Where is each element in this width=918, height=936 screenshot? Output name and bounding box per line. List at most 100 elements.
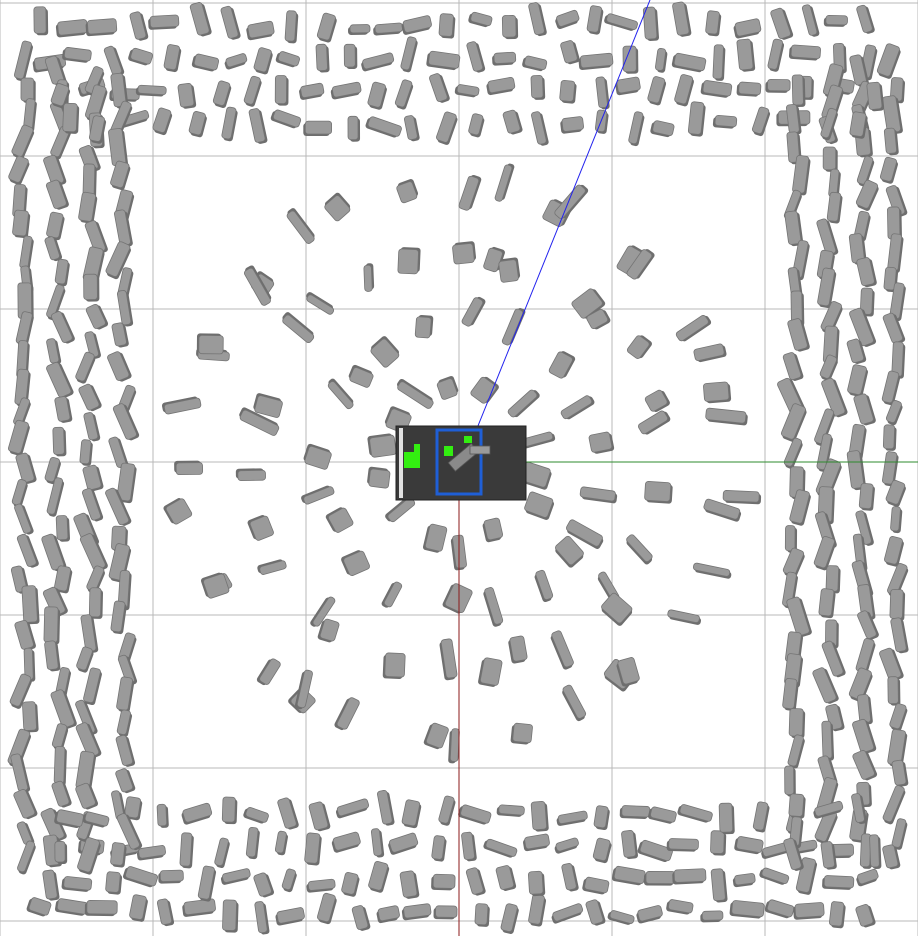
outer-box-right (812, 667, 839, 704)
scattered-box (524, 491, 555, 520)
scattered-box (382, 652, 406, 679)
box-top (54, 258, 69, 285)
box-top (483, 517, 504, 541)
box-top (438, 795, 455, 824)
box-top (788, 793, 805, 817)
box-top (501, 308, 524, 346)
box-top (254, 901, 268, 934)
outer-box-bottom (648, 806, 677, 824)
box-top (882, 785, 905, 823)
outer-box-left (14, 40, 33, 82)
box-top (693, 343, 725, 361)
scattered-box (442, 583, 473, 614)
outer-box-left (115, 734, 136, 767)
scattered-box (626, 335, 652, 359)
outer-box-right (859, 287, 875, 317)
box-top (259, 658, 281, 685)
box-top (530, 801, 547, 831)
box-top (791, 74, 804, 106)
box-top (825, 565, 840, 592)
outer-box-top (712, 44, 726, 81)
box-top (885, 400, 902, 423)
outer-box-bottom (700, 910, 724, 923)
box-top (85, 303, 106, 329)
outer-box-bottom (851, 793, 867, 825)
box-top (80, 614, 97, 652)
outer-box-bottom (243, 807, 269, 824)
box-top (11, 479, 27, 506)
box-top (855, 510, 872, 545)
box-top (848, 667, 872, 700)
box-top (586, 308, 609, 329)
box-top (399, 870, 418, 898)
outer-box-top (801, 4, 820, 37)
box-top (853, 393, 874, 425)
outer-box-top (284, 10, 299, 44)
outer-box-right (791, 74, 806, 108)
box-top (595, 76, 608, 109)
box-top (304, 445, 332, 470)
box-top (588, 431, 613, 453)
scattered-box (675, 314, 712, 342)
outer-box-top (687, 101, 706, 137)
outer-box-left (46, 361, 74, 399)
outer-box-bottom (254, 901, 270, 935)
box-top (368, 468, 391, 489)
box-top (673, 868, 707, 883)
box-top (555, 837, 579, 852)
box-top (397, 381, 434, 409)
robot-base[interactable] (395, 425, 527, 501)
scattered-box (334, 697, 360, 731)
outer-box-top (163, 44, 182, 73)
box-top (14, 40, 32, 80)
outer-box-left (50, 689, 77, 729)
outer-box-left (54, 258, 70, 287)
box-top (692, 562, 731, 577)
box-top (626, 534, 653, 563)
box-top (817, 267, 836, 307)
box-top (883, 127, 897, 154)
outer-box-left (84, 66, 105, 97)
outer-box-left (75, 699, 98, 736)
box-top (494, 164, 513, 202)
box-top (644, 481, 672, 502)
box-top (319, 618, 340, 642)
outer-box-top (454, 84, 480, 98)
scattered-box (348, 364, 374, 388)
outer-box-left (8, 155, 30, 185)
outer-box-top (788, 44, 821, 61)
outer-box-left (44, 640, 61, 672)
outer-box-top (712, 114, 738, 129)
outer-box-bottom (335, 798, 370, 819)
box-top (794, 902, 825, 918)
box-top (82, 488, 101, 521)
outer-box-bottom (376, 905, 400, 924)
green-marker-left (404, 452, 420, 468)
outer-box-bottom (666, 838, 699, 852)
outer-box-bottom (245, 826, 260, 860)
box-top (21, 585, 38, 623)
scattered-box (494, 163, 515, 202)
box-top (110, 600, 126, 633)
outer-box-top (438, 13, 456, 39)
outer-box-top (705, 10, 722, 37)
outer-box-left (55, 515, 70, 542)
outer-box-left (46, 338, 62, 365)
outer-box-left (116, 709, 133, 737)
box-top (498, 804, 525, 816)
box-top (20, 77, 35, 102)
box-top (51, 780, 70, 807)
outer-box-left (110, 160, 131, 191)
outer-box-top (531, 111, 549, 146)
box-top (222, 868, 251, 883)
box-top (687, 101, 705, 135)
box-top (259, 560, 287, 575)
box-top (566, 519, 603, 547)
box-top (50, 311, 73, 343)
box-top (814, 408, 835, 444)
outer-box-left (14, 619, 36, 651)
outer-box-top (622, 45, 639, 74)
box-top (579, 52, 614, 69)
